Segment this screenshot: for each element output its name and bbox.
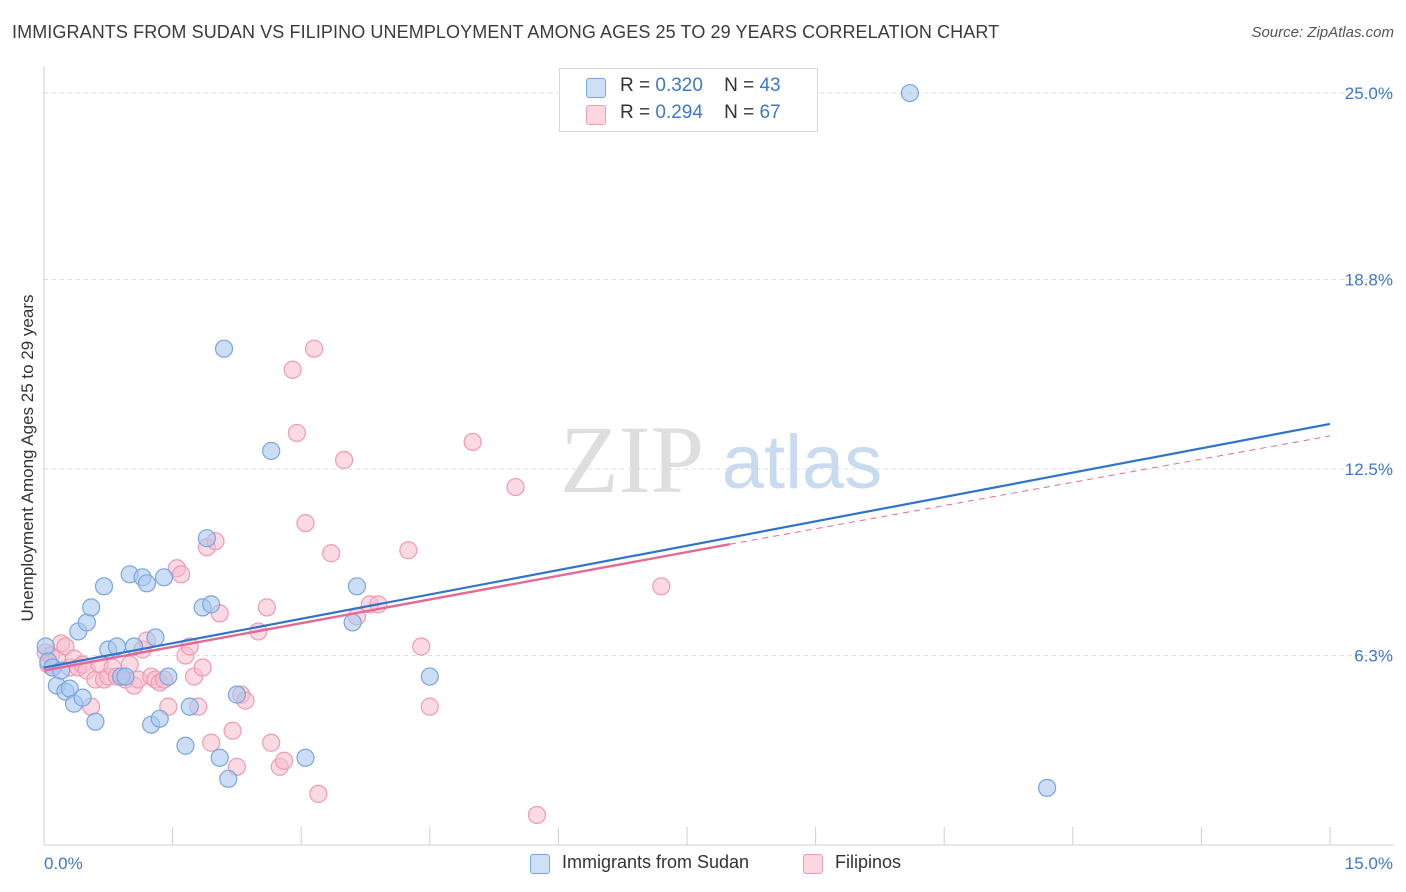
legend-swatch-filipinos [586, 105, 606, 125]
sudan-point-34 [214, 339, 234, 358]
legend-r-label-filipinos: R = [620, 102, 651, 123]
watermark-zip: ZIP [560, 406, 704, 513]
sudan-point-28 [180, 697, 199, 716]
sudan-point-17 [116, 667, 135, 686]
sudan-point-0 [36, 637, 55, 656]
legend-n-value-filipinos: 67 [759, 102, 781, 123]
sudan-point-41 [900, 83, 920, 103]
watermark-atlas: atlas [722, 420, 883, 505]
sudan-point-26 [159, 667, 178, 686]
sudan-point-35 [227, 685, 246, 704]
x-tick-label-0: 0.0% [44, 854, 83, 873]
filipinos-trend-line [43, 543, 731, 672]
sudan-point-12 [86, 712, 105, 731]
y-axis-title: Unemployment Among Ages 25 to 29 years [18, 294, 37, 622]
gridlines [44, 92, 1394, 657]
legend-swatch-sudan [586, 78, 606, 98]
sudan-point-24 [150, 709, 169, 728]
sudan-point-32 [210, 748, 229, 767]
filipinos-point-51 [283, 360, 302, 379]
legend-r-value-sudan: 0.320 [655, 75, 703, 96]
filipinos-point-50 [274, 751, 294, 770]
sudan-point-9 [73, 688, 92, 707]
sudan-point-25 [154, 568, 174, 587]
series-sudan-points [36, 83, 1057, 797]
sudan-point-38 [343, 613, 362, 632]
filipinos-point-47 [257, 598, 277, 617]
legend-r-value-filipinos: 0.294 [655, 102, 703, 123]
filipinos-point-62 [412, 637, 431, 656]
filipinos-point-63 [420, 697, 439, 716]
sudan-point-33 [219, 769, 238, 788]
legend-n-label-sudan: N = [724, 75, 755, 96]
trend-lines [43, 422, 1331, 672]
filipinos-point-52 [287, 423, 307, 443]
legend-n-value-sudan: 43 [759, 75, 781, 96]
filipinos-point-56 [322, 544, 341, 563]
sudan-point-21 [137, 574, 156, 593]
sudan-point-31 [202, 595, 221, 614]
filipinos-point-61 [399, 541, 418, 560]
filipinos-trend-extension [729, 435, 1331, 545]
sudan-point-11 [82, 598, 101, 617]
axes [43, 66, 1394, 846]
filipinos-point-53 [296, 514, 315, 533]
sudan-point-13 [94, 577, 114, 596]
filipinos-point-55 [309, 784, 328, 803]
bottom-legend-label-filipinos: Filipinos [835, 852, 902, 872]
y-tick-label-3: 25.0% [1345, 84, 1393, 103]
tick-labels: 6.3% 12.5% 18.8% 25.0% 0.0% 15.0% [44, 84, 1393, 873]
sudan-point-42 [1037, 778, 1057, 797]
sudan-trend-line [43, 422, 1331, 669]
sudan-point-23 [146, 628, 165, 647]
bottom-legend-swatch-sudan [530, 854, 550, 874]
bottom-legend-label-sudan: Immigrants from Sudan [562, 852, 750, 872]
filipinos-point-64 [463, 432, 482, 452]
filipinos-point-66 [527, 805, 547, 825]
filipinos-point-57 [334, 450, 354, 470]
bottom-legend-swatch-filipinos [803, 854, 823, 874]
x-tick-label-1: 15.0% [1345, 854, 1393, 873]
y-tick-label-1: 12.5% [1345, 460, 1393, 479]
y-tick-label-0: 6.3% [1354, 647, 1393, 666]
sudan-point-10 [77, 613, 96, 632]
filipinos-point-65 [506, 477, 525, 497]
chart-source: Source: ZipAtlas.com [1251, 24, 1394, 41]
filipinos-point-39 [202, 733, 221, 752]
filipinos-point-67 [652, 577, 671, 596]
filipinos-point-54 [304, 339, 324, 358]
filipinos-point-42 [223, 721, 242, 740]
legend-n-label-filipinos: N = [724, 102, 755, 123]
correlation-legend: R = 0.320 N = 43 R = 0.294 N = 67 [559, 68, 818, 132]
sudan-point-37 [296, 748, 315, 767]
legend-r-label-sudan: R = [620, 75, 651, 96]
filipinos-point-48 [262, 733, 281, 752]
filipinos-point-37 [193, 658, 212, 677]
sudan-point-30 [197, 529, 216, 548]
sudan-point-40 [420, 667, 439, 686]
filipinos-point-32 [172, 565, 191, 584]
sudan-point-39 [347, 577, 367, 596]
y-tick-label-2: 18.8% [1345, 271, 1393, 290]
sudan-point-27 [176, 736, 195, 755]
chart-title: IMMIGRANTS FROM SUDAN VS FILIPINO UNEMPL… [12, 22, 1000, 42]
sudan-point-36 [262, 441, 281, 461]
